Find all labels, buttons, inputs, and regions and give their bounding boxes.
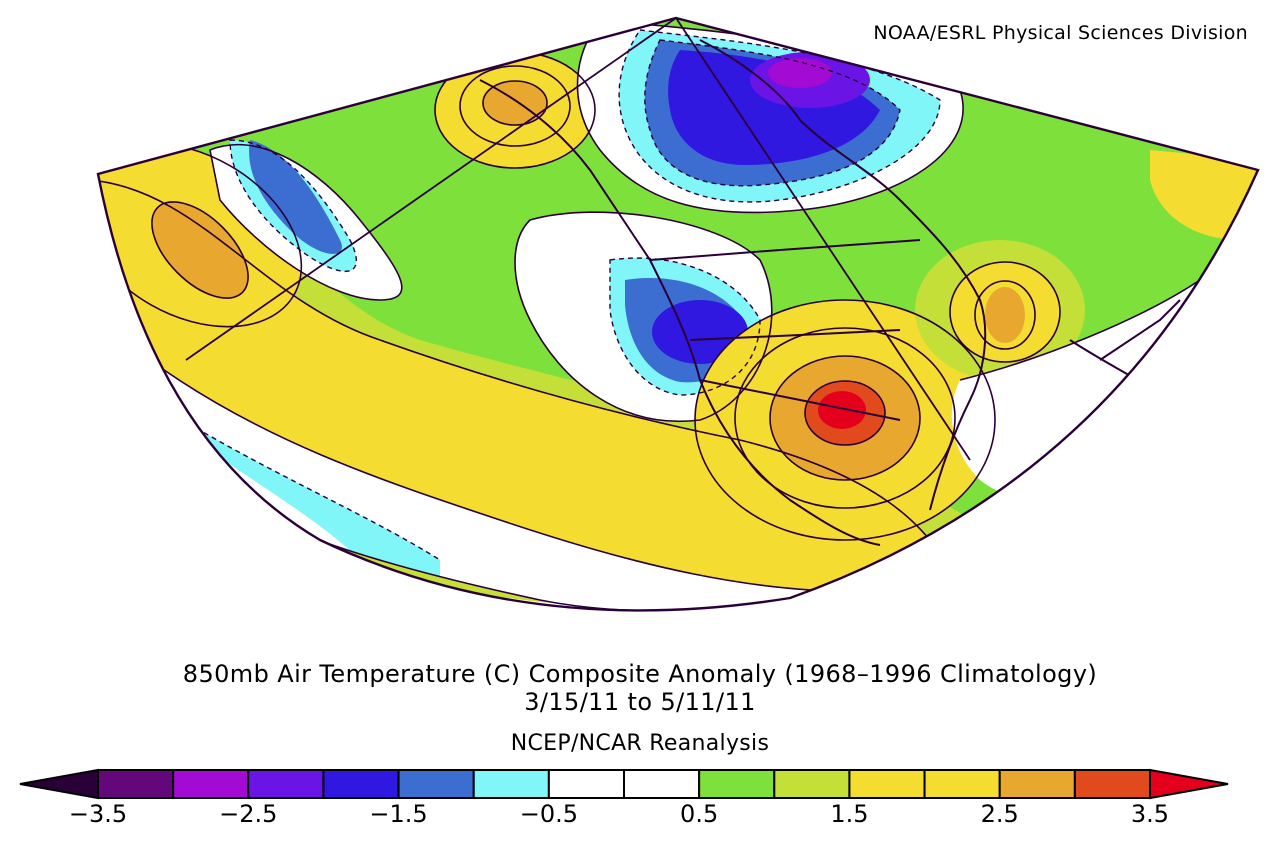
colorbar-box [923,769,1001,799]
chart-title: 850mb Air Temperature (C) Composite Anom… [182,660,1098,688]
colorbar-tick-label: 1.5 [830,800,868,828]
colorbar-box [97,769,175,799]
colorbar-tick-label: −2.5 [219,800,277,828]
date-range: 3/15/11 to 5/11/11 [524,688,756,716]
data-source: NCEP/NCAR Reanalysis [510,731,770,756]
colorbar-box [998,769,1076,799]
colorbar-box [397,769,475,799]
colorbar-tick-label: 2.5 [981,800,1019,828]
colorbar-box [322,769,400,799]
colorbar-box [247,769,325,799]
colorbar-arrow-low [19,768,99,800]
colorbar-box [623,769,701,799]
colorbar-tick-label: 3.5 [1131,800,1169,828]
colorbar-box [472,769,550,799]
map-outline [96,16,1260,612]
credit-label: NOAA/ESRL Physical Sciences Division [873,22,1248,44]
colorbar-box [698,769,776,799]
colorbar-tick-label: 0.5 [680,800,718,828]
colorbar-box [172,769,250,799]
colorbar-box [848,769,926,799]
colorbar-box [547,769,625,799]
colorbar-box [773,769,851,799]
colorbar-box [1073,769,1152,799]
colorbar-tick-label: −3.5 [69,800,127,828]
colorbar-tick-label: −1.5 [369,800,427,828]
colorbar-tick-label: −0.5 [520,800,578,828]
colorbar: −3.5 −2.5 −1.5 −0.5 0.5 1.5 2.5 3.5 [19,768,1229,828]
colorbar-arrow-high [1149,768,1229,800]
